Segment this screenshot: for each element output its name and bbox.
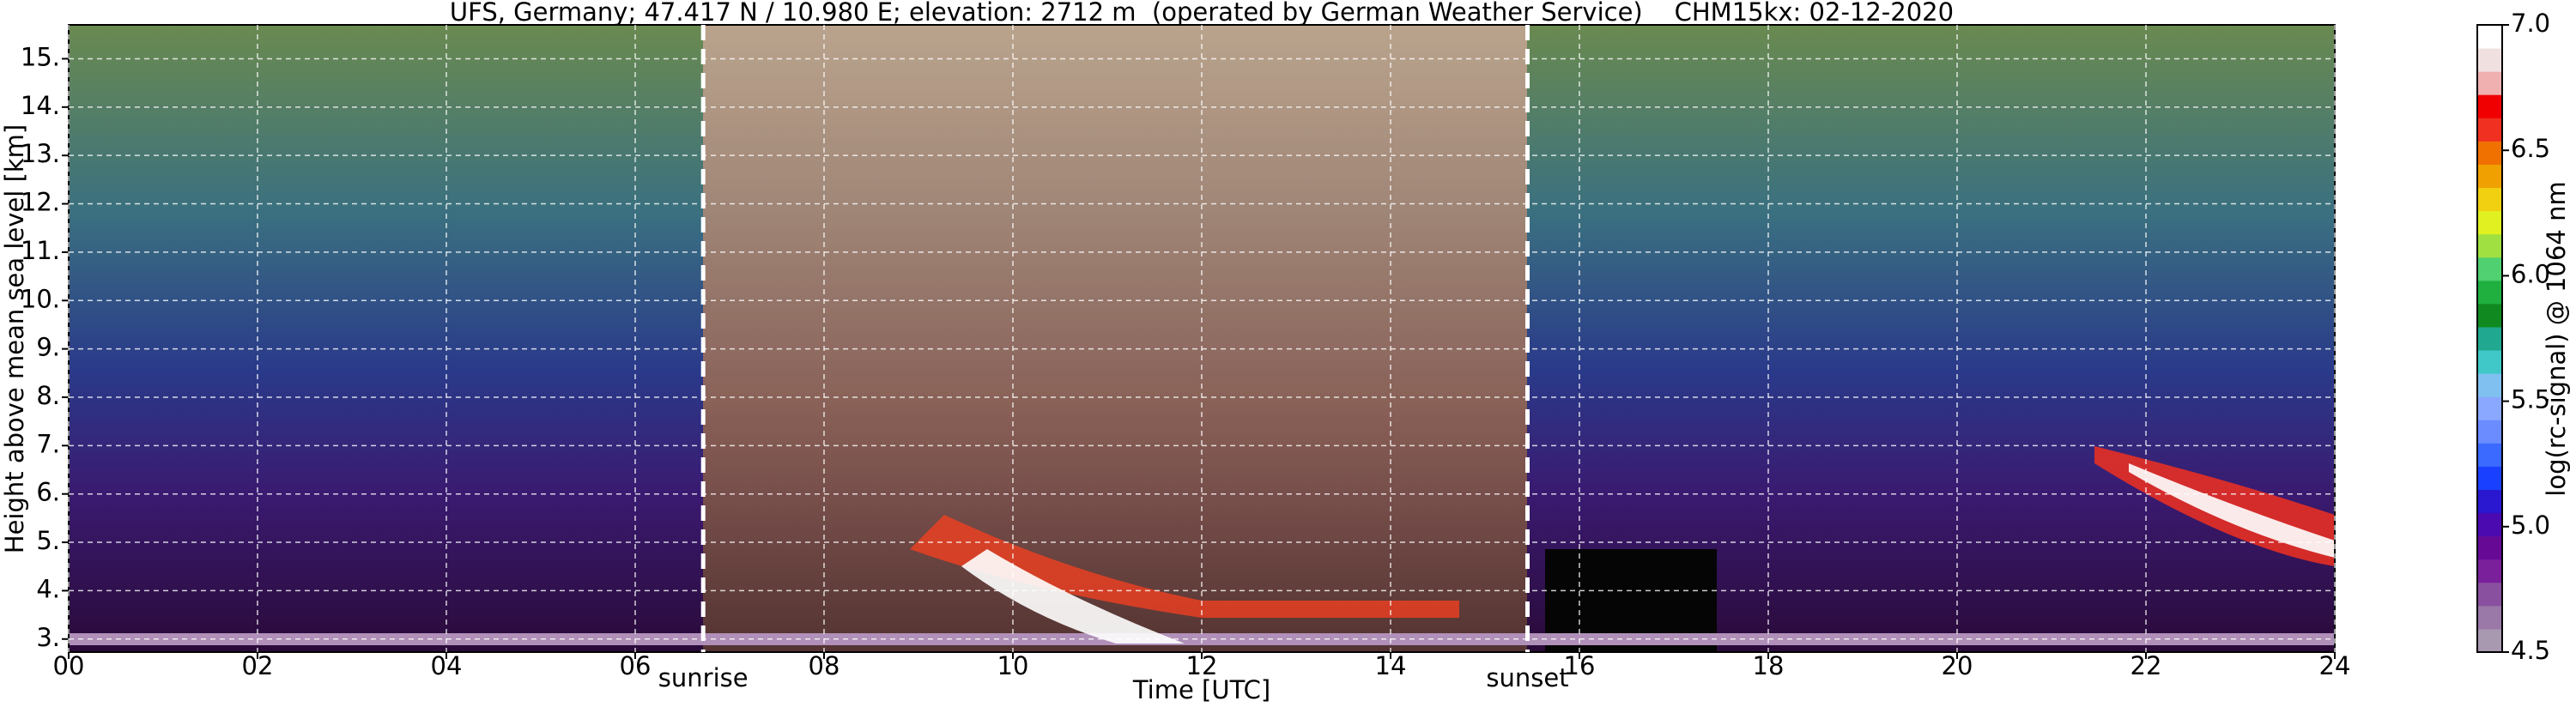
y-tick-label: 5. — [36, 526, 60, 555]
colorbar-swatch — [2477, 233, 2502, 258]
x-axis-label: Time [UTC] — [1132, 675, 1270, 704]
y-tick-label: 15. — [21, 42, 60, 71]
colorbar-swatch — [2477, 164, 2502, 189]
y-tick-label: 4. — [36, 574, 60, 603]
y-tick-label: 9. — [36, 333, 60, 362]
colorbar-swatch — [2477, 303, 2502, 328]
colorbar-tick-label: 6.5 — [2511, 134, 2550, 163]
colorbar-swatch — [2477, 280, 2502, 305]
x-tick-label: 06 — [620, 651, 652, 680]
colorbar-swatch — [2477, 141, 2502, 165]
colorbar-swatch — [2477, 466, 2502, 490]
colorbar-swatch — [2477, 420, 2502, 444]
colorbar-swatch — [2477, 210, 2502, 235]
daylight-background — [703, 25, 1527, 652]
cloud-layer — [2129, 463, 2335, 558]
colorbar-swatch — [2477, 535, 2502, 560]
cloud-layer — [910, 515, 1459, 618]
colorbar-swatch — [2477, 257, 2502, 281]
y-tick-label: 6. — [36, 478, 60, 507]
y-tick-label: 14. — [21, 91, 60, 120]
y-axis-label: Height above mean sea level [km] — [0, 124, 29, 553]
colorbar-swatch — [2477, 350, 2502, 374]
colorbar-swatch — [2477, 48, 2502, 72]
x-tick-label: 18 — [1753, 651, 1785, 680]
colorbar-frame — [2476, 24, 2503, 653]
x-tick-label: 04 — [431, 651, 463, 680]
colorbar-swatch — [2477, 396, 2502, 420]
colorbar-swatch — [2477, 512, 2502, 537]
y-tick-label: 10. — [21, 284, 60, 313]
colorbar-swatch — [2477, 71, 2502, 95]
colorbar-swatch — [2477, 25, 2502, 49]
colorbar-swatch — [2477, 628, 2502, 653]
colorbar-swatch — [2477, 443, 2502, 467]
colorbar-swatch — [2477, 582, 2502, 607]
y-tick-label: 12. — [21, 188, 60, 217]
colorbar-swatch — [2477, 94, 2502, 118]
colorbar-swatch — [2477, 605, 2502, 630]
colorbar-swatch — [2477, 187, 2502, 212]
colorbar-tick-label: 5.5 — [2511, 385, 2550, 414]
cloud-layer — [961, 549, 1185, 644]
x-tick-label: 00 — [53, 651, 85, 680]
x-tick-label: 10 — [997, 651, 1029, 680]
chart-title: UFS, Germany; 47.417 N / 10.980 E; eleva… — [450, 0, 1954, 27]
y-tick-label: 8. — [36, 381, 60, 410]
colorbar-swatch — [2477, 559, 2502, 583]
x-tick-label: 22 — [2131, 651, 2162, 680]
y-tick-label: 11. — [21, 236, 60, 265]
colorbar-tick-label: 7.0 — [2511, 9, 2550, 38]
y-tick-label: 3. — [36, 623, 60, 652]
x-tick-label: 20 — [1942, 651, 1973, 680]
colorbar-tick-label: 6.0 — [2511, 259, 2550, 288]
x-tick-label: 02 — [242, 651, 274, 680]
x-tick-label: 12 — [1186, 651, 1218, 680]
colorbar-swatch — [2477, 326, 2502, 351]
annotation-label: sunset — [1486, 663, 1568, 692]
colorbar-swatch — [2477, 489, 2502, 514]
y-tick-label: 7. — [36, 429, 60, 458]
x-tick-label: 24 — [2319, 651, 2351, 680]
x-tick-label: 14 — [1375, 651, 1407, 680]
annotation-label: sunrise — [658, 663, 749, 692]
x-tick-label: 08 — [809, 651, 840, 680]
colorbar-swatch — [2477, 373, 2502, 397]
colorbar-tick-label: 4.5 — [2511, 636, 2550, 665]
y-tick-label: 13. — [21, 139, 60, 168]
colorbar-tick-label: 5.0 — [2511, 511, 2550, 540]
colorbar-label: log(rc-signal) @ 1064 nm — [2542, 181, 2571, 496]
colorbar-swatch — [2477, 118, 2502, 142]
x-tick-label: 16 — [1564, 651, 1596, 680]
